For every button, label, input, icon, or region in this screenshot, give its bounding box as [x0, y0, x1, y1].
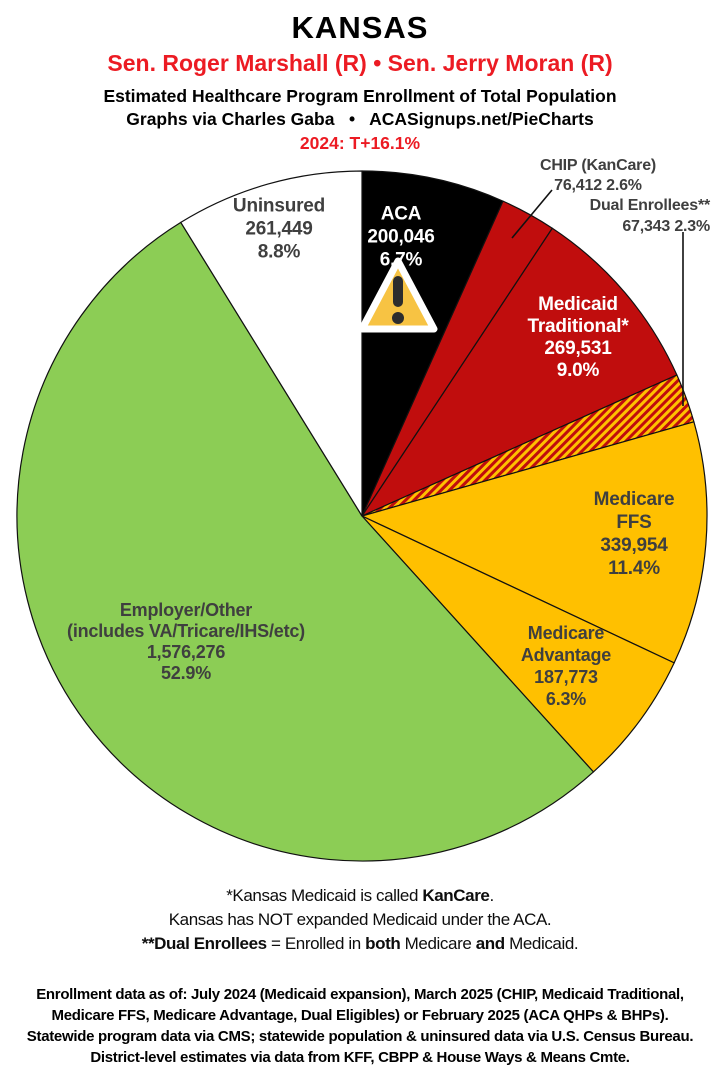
- employer-value: 1,576,276: [146, 642, 226, 662]
- senators-line: Sen. Roger Marshall (R) • Sen. Jerry Mor…: [107, 50, 613, 76]
- pie-slice-employer-other: [16, 221, 594, 862]
- warning-icon: [358, 257, 438, 333]
- footnote-dual-mid1: = Enrolled in: [266, 934, 366, 953]
- slice-label-medicare-advantage: Medicare Advantage 187,773 6.3%: [521, 622, 611, 710]
- footnote-expansion: Kansas has NOT expanded Medicaid under t…: [168, 910, 552, 929]
- trend-2024: 2024: T+16.1%: [299, 133, 421, 153]
- chip-value-percent: 76,412 2.6%: [554, 177, 642, 194]
- pie-slices-group: [16, 170, 708, 862]
- footnotes: *Kansas Medicaid is called KanCare. Kans…: [0, 884, 720, 956]
- source-line-2: Medicare FFS, Medicare Advantage, Dual E…: [51, 1007, 669, 1024]
- ffs-percent: 11.4%: [608, 558, 660, 579]
- ffs-value: 339,954: [600, 535, 668, 556]
- slice-label-uninsured: Uninsured 261,449 8.8%: [233, 195, 325, 264]
- employer-name-1: Employer/Other: [119, 600, 253, 620]
- pie-slice-medicaid-traditional: [361, 227, 678, 517]
- footnote-kancare-text: *Kansas Medicaid is called: [226, 886, 423, 905]
- ffs-name: Medicare FFS: [593, 489, 675, 533]
- footnote-kancare-bold: KanCare: [422, 886, 490, 905]
- employer-name-2: (includes VA/Tricare/IHS/etc): [67, 621, 305, 641]
- warning-exclamation-bar: [393, 276, 403, 307]
- footnote-dual-bold1: **Dual Enrollees: [141, 934, 267, 953]
- page-title: KANSAS: [291, 10, 429, 45]
- pie-slice-medicare-advantage: [361, 515, 675, 773]
- medicaid-name-2: Traditional*: [527, 316, 629, 337]
- medicaid-percent: 9.0%: [556, 360, 600, 381]
- source-line-1: Enrollment data as of: July 2024 (Medica…: [36, 986, 684, 1003]
- source-line-3: Statewide program data via CMS; statewid…: [26, 1028, 694, 1045]
- dual-name: Dual Enrollees**: [589, 197, 711, 214]
- slice-label-medicare-ffs: Medicare FFS 339,954 11.4%: [591, 488, 677, 580]
- uninsured-name: Uninsured: [232, 195, 326, 217]
- slice-label-dual-enrollees: Dual Enrollees** 67,343 2.3%: [589, 195, 711, 237]
- ma-percent: 6.3%: [545, 689, 587, 709]
- slice-label-medicaid-traditional: Medicaid Traditional* 269,531 9.0%: [527, 294, 628, 382]
- source-note: Enrollment data as of: July 2024 (Medica…: [0, 984, 720, 1068]
- pie-slice-uninsured: [180, 170, 363, 517]
- pie-slice-aca: [361, 170, 504, 517]
- subtitle-enrollment: Estimated Healthcare Program Enrollment …: [103, 86, 617, 106]
- footnote-dual-mid2: Medicare: [400, 934, 476, 953]
- slice-label-employer-other: Employer/Other (includes VA/Tricare/IHS/…: [67, 600, 305, 684]
- employer-percent: 52.9%: [160, 663, 212, 683]
- footnote-dual-post: Medicaid.: [504, 934, 579, 953]
- aca-percent: 6.7%: [379, 249, 423, 271]
- slice-label-chip: CHIP (KanCare) 76,412 2.6%: [540, 156, 656, 196]
- chip-leader-line: [511, 189, 553, 239]
- subtitle-attribution: Graphs via Charles Gaba • ACASignups.net…: [126, 109, 594, 129]
- pie-slice-medicare-ffs: [361, 421, 708, 664]
- warning-exclamation-dot: [392, 312, 404, 324]
- footnote-dual-bold2: both: [365, 934, 401, 953]
- dual-value-percent: 67,343 2.3%: [622, 218, 710, 235]
- aca-value: 200,046: [367, 226, 435, 248]
- footnote-kancare-period: .: [489, 886, 494, 905]
- aca-name: ACA: [380, 203, 422, 225]
- slice-label-aca: ACA 200,046 6.7%: [367, 203, 434, 272]
- footnote-dual: **Dual Enrollees = Enrolled in both Medi…: [0, 932, 720, 956]
- footnote-kancare: *Kansas Medicaid is called KanCare.: [0, 884, 720, 908]
- chip-name: CHIP (KanCare): [539, 157, 657, 174]
- ma-value: 187,773: [534, 667, 598, 687]
- medicaid-value: 269,531: [544, 338, 612, 359]
- uninsured-value: 261,449: [245, 218, 313, 240]
- source-line-4: District-level estimates via data from K…: [90, 1049, 630, 1066]
- uninsured-percent: 8.8%: [257, 241, 301, 263]
- ma-name-2: Advantage: [520, 645, 612, 665]
- medicaid-name-1: Medicaid: [538, 294, 618, 315]
- footnote-dual-bold3: and: [475, 934, 505, 953]
- leader-lines-group: [511, 189, 684, 406]
- ma-name-1: Medicare: [527, 623, 605, 643]
